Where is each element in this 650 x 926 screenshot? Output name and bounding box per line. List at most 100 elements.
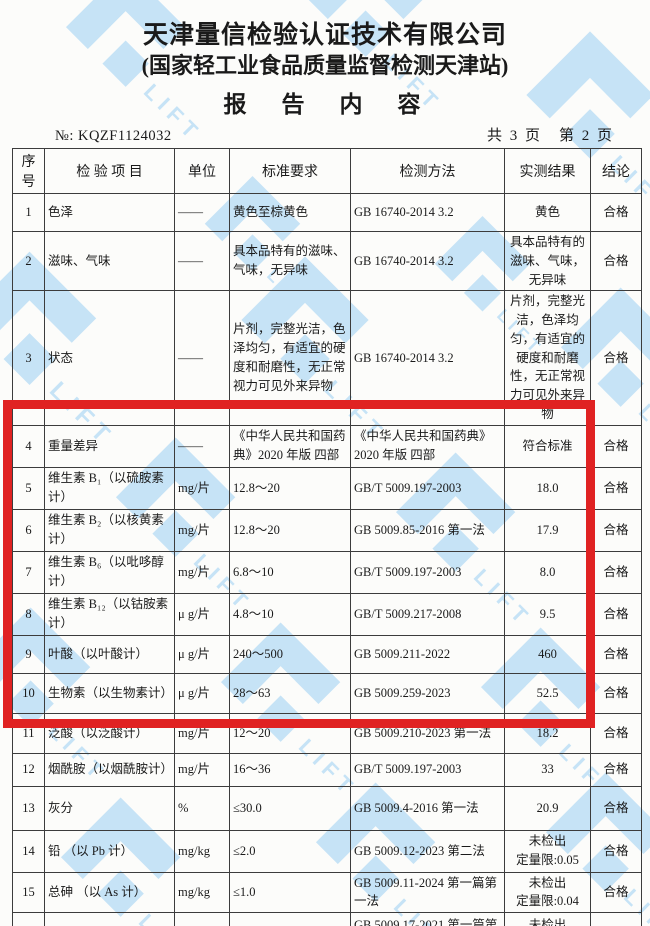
table-row: 13 灰分% ≤30.0 GB 5009.4-2016 第一法 20.9 合格 — [12, 785, 642, 831]
cell-method: GB 16740-2014 3.2 — [350, 230, 505, 292]
cell-no: 3 — [12, 290, 45, 426]
cell-unit: —— — [174, 290, 230, 426]
cell-result: 9.5 — [504, 592, 591, 636]
cell-method: 《中华人民共和国药典》 2020 年版 四部 — [350, 424, 505, 468]
cell-method: GB 5009.4-2016 第一法 — [350, 785, 505, 831]
column-header-unit: 单位 — [174, 148, 230, 194]
cell-standard: 28～63 — [229, 672, 351, 714]
table-row: 5 维生素 B₁（以硫胺素计） mg/片 12.8～20 GB/T 5009.197-2… — [12, 466, 642, 510]
cell-unit: mg/kg — [174, 871, 230, 913]
table-row: 10 生物素（以生物素计） μ g/片 28～63 GB 5009.259-2023 52… — [12, 672, 642, 714]
cell-unit: mg/kg — [174, 912, 230, 926]
cell-no: 14 — [12, 829, 45, 873]
cell-no: 6 — [12, 508, 45, 552]
cell-no: 2 — [12, 230, 45, 292]
cell-method: GB/T 5009.217-2008 — [350, 592, 505, 636]
report-table: 序号检 验 项 目单位 标准要求 检测方法 实测结果 结论 1 色泽 —— 黄色至棕黄色 GB … — [12, 148, 642, 926]
cell-method: GB 5009.210-2023 第一法 — [350, 712, 505, 754]
cell-conclusion: 合格 — [590, 712, 642, 754]
cell-item: 铅 （以 Pb 计） — [44, 829, 175, 873]
cell-standard: 黄色至棕黄色 — [229, 193, 351, 232]
cell-unit: mg/片 — [174, 466, 230, 510]
cell-unit: μ g/片 — [174, 634, 230, 674]
column-header-no: 序号 — [12, 148, 45, 194]
page-indicator: 共 3 页 第 2 页 — [486, 128, 614, 144]
table-row: 2 滋味、气味 —— 具本品特有的滋味、气味，无异味 GB 16740-2014 3.2… — [12, 230, 642, 292]
cell-result: 8.0 — [504, 550, 591, 594]
cell-item: 色泽 — [44, 193, 175, 232]
cell-conclusion: 合格 — [590, 634, 642, 674]
cell-standard: 16～36 — [229, 752, 351, 787]
cell-result: 片剂，完整光洁，色泽均匀，有适宜的硬度和耐磨性，无正常视力可见外来异物 — [504, 290, 591, 426]
table-row: 8 维生素 B₁₂（以钴胺素计） μ g/片 4.8～10 GB/T 5009.217-… — [12, 592, 642, 636]
cell-standard: ≤2.0 — [229, 829, 351, 873]
cell-method: GB 5009.12-2023 第二法 — [350, 829, 505, 873]
cell-unit: —— — [174, 424, 230, 468]
cell-unit: mg/片 — [174, 712, 230, 754]
table-row: 6 维生素 B₂（以核黄素计） mg/片 12.8～20 GB 5009.85-2016… — [12, 508, 642, 552]
cell-item: 维生素 B₁（以硫胺素计） — [44, 466, 175, 510]
cell-item: 生物素（以生物素计） — [44, 672, 175, 714]
column-header-standard: 标准要求 — [229, 148, 351, 194]
column-header-conclusion: 结论 — [590, 148, 642, 194]
table-row: 7 维生素 B₆（以吡哆醇计） mg/片 6.8～10 GB/T 5009.197-20… — [12, 550, 642, 594]
table-row: 9 叶酸（以叶酸计） μ g/片 240～500 GB 5009.211-2022 460… — [12, 634, 642, 674]
cell-method: GB 5009.85-2016 第一法 — [350, 508, 505, 552]
cell-no: 4 — [12, 424, 45, 468]
cell-no: 9 — [12, 634, 45, 674]
cell-unit: —— — [174, 230, 230, 292]
cell-result: 33 — [504, 752, 591, 787]
cell-result: 17.9 — [504, 508, 591, 552]
cell-no: 13 — [12, 785, 45, 831]
cell-item: 状态 — [44, 290, 175, 426]
cell-conclusion: 合格 — [590, 290, 642, 426]
table-header-row: 序号检 验 项 目单位 标准要求 检测方法 实测结果 结论 — [12, 148, 642, 194]
cell-method: GB/T 5009.197-2003 — [350, 466, 505, 510]
cell-standard: 12～20 — [229, 712, 351, 754]
cell-conclusion: 合格 — [590, 193, 642, 232]
cell-standard: 《中华人民共和国药典》2020 年版 四部 — [229, 424, 351, 468]
cell-no: 12 — [12, 752, 45, 787]
column-header-method: 检测方法 — [350, 148, 505, 194]
cell-item: 泛酸（以泛酸计） — [44, 712, 175, 754]
cell-no: 11 — [12, 712, 45, 754]
cell-item: 总汞 （以 Hg 计） — [44, 912, 175, 926]
cell-standard: 12.8～20 — [229, 508, 351, 552]
table-row: 15 总砷 （以 As 计） mg/kg ≤1.0 GB 5009.11-2024 第一… — [12, 871, 642, 913]
cell-conclusion: 合格 — [590, 230, 642, 292]
cell-conclusion: 合格 — [590, 550, 642, 594]
cell-item: 维生素 B₆（以吡哆醇计） — [44, 550, 175, 594]
cell-conclusion: 合格 — [590, 871, 642, 913]
cell-no: 15 — [12, 871, 45, 913]
company-title: 天津量信检验认证技术有限公司 — [142, 22, 507, 49]
cell-conclusion: 合格 — [590, 829, 642, 873]
cell-method: GB 16740-2014 3.2 — [350, 193, 505, 232]
cell-conclusion: 合格 — [590, 785, 642, 831]
cell-method: GB 5009.211-2022 — [350, 634, 505, 674]
cell-result: 未检出 定量限:0.05 — [504, 829, 591, 873]
cell-result: 20.9 — [504, 785, 591, 831]
cell-conclusion: 合格 — [590, 752, 642, 787]
cell-unit: mg/片 — [174, 508, 230, 552]
cell-unit: μ g/片 — [174, 672, 230, 714]
station-subtitle: (国家轻工业食品质量监督检测天津站) — [141, 53, 509, 78]
cell-conclusion: 合格 — [590, 672, 642, 714]
cell-no: 5 — [12, 466, 45, 510]
cell-standard: 片剂，完整光洁，色泽均匀，有适宜的硬度和耐磨性，无正常视力可见外来异物 — [229, 290, 351, 426]
cell-item: 烟酰胺（以烟酰胺计） — [44, 752, 175, 787]
table-row: 1 色泽 —— 黄色至棕黄色 GB 16740-2014 3.2 黄色 合格 — [12, 193, 642, 232]
cell-standard: ≤1.0 — [229, 871, 351, 913]
table-row: 12 烟酰胺（以烟酰胺计） mg/片 16～36 GB/T 5009.197-2003 3… — [12, 752, 642, 787]
cell-conclusion: 合格 — [590, 466, 642, 510]
table-row: 11 泛酸（以泛酸计） mg/片 12～20 GB 5009.210-2023 第一法 1… — [12, 712, 642, 754]
cell-standard: ≤30.0 — [229, 785, 351, 831]
cell-item: 叶酸（以叶酸计） — [44, 634, 175, 674]
cell-no: 8 — [12, 592, 45, 636]
cell-standard: ≤0.3 — [229, 912, 351, 926]
cell-unit: mg/片 — [174, 752, 230, 787]
column-header-result: 实测结果 — [504, 148, 591, 194]
cell-conclusion: 合格 — [590, 424, 642, 468]
cell-result: 具本品特有的 滋味、气味， 无异味 — [504, 230, 591, 292]
